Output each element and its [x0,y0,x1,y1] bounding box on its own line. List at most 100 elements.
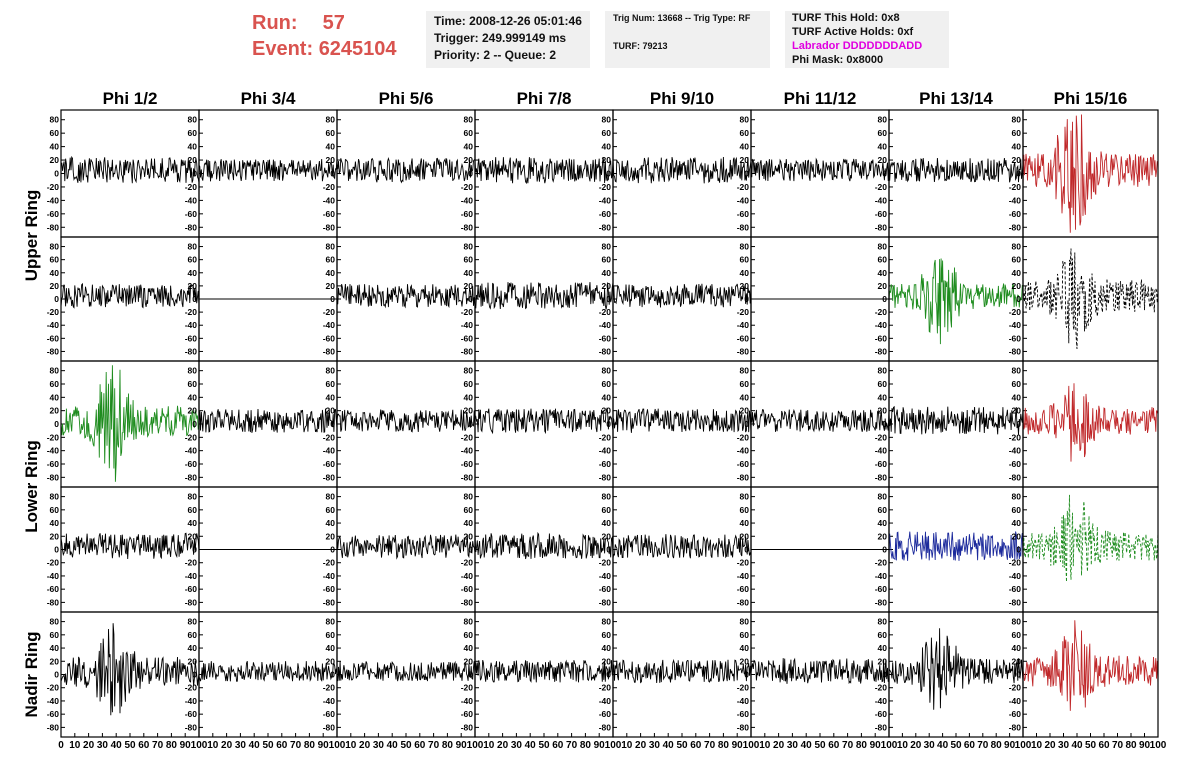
y-tick-label: -40 [875,571,888,581]
y-tick-label: -20 [323,182,336,192]
y-tick-label: -60 [323,333,336,343]
x-tick-label: 80 [856,740,868,751]
x-tick-label: 70 [704,740,716,751]
y-tick-label: 0 [468,169,473,179]
y-tick-label: 0 [192,545,197,555]
x-tick-label: 100 [1015,740,1032,751]
y-tick-label: 40 [740,142,750,152]
y-tick-label: 80 [602,617,612,627]
y-tick-label: 80 [1012,617,1022,627]
x-tick-label: 10 [1031,740,1043,751]
y-tick-label: 0 [54,169,59,179]
x-tick-label: 70 [977,740,989,751]
x-tick-label: 20 [359,740,371,751]
y-tick-label: -20 [1009,182,1022,192]
y-tick-label: 60 [878,505,888,515]
y-tick-label: 80 [50,617,60,627]
priority-text: Priority: 2 -- Queue: 2 [434,48,557,62]
y-tick-label: -80 [875,722,888,732]
y-tick-label: 60 [50,505,60,515]
y-tick-label: 40 [326,268,336,278]
y-tick-label: 80 [740,492,750,502]
y-tick-label: 60 [878,128,888,138]
x-tick-label: 40 [1071,740,1083,751]
y-tick-label: -20 [737,558,750,568]
y-tick-label: 0 [1016,169,1021,179]
waveform-r2-c8 [1022,248,1159,350]
waveform-r1-c7 [888,157,1024,183]
y-tick-label: -40 [47,696,60,706]
y-tick-label: 80 [326,242,336,252]
y-tick-label: -20 [185,432,198,442]
y-tick-label: -40 [185,696,198,706]
y-tick-label: -40 [461,446,474,456]
y-tick-label: -60 [461,459,474,469]
y-tick-label: 40 [464,392,474,402]
y-tick-label: 20 [740,656,750,666]
run-label: Run: [252,12,298,34]
y-tick-label: -40 [1009,446,1022,456]
x-tick-label: 80 [718,740,730,751]
y-tick-label: -60 [599,459,612,469]
x-tick-label: 10 [345,740,357,751]
y-tick-label: 20 [602,155,612,165]
y-tick-label: 40 [50,268,60,278]
y-tick-label: 80 [740,366,750,376]
y-tick-label: 60 [1012,630,1022,640]
y-tick-label: -80 [737,346,750,356]
y-tick-label: -80 [1009,722,1022,732]
x-tick-label: 80 [1125,740,1137,751]
x-tick-label: 20 [635,740,647,751]
cell-frame [1022,486,1159,613]
y-tick-label: 60 [326,630,336,640]
y-tick-label: -60 [1009,333,1022,343]
y-tick-label: 20 [188,155,198,165]
y-tick-label: 40 [188,392,198,402]
turf-text: TURF: 79213 [613,41,668,51]
y-tick-label: -20 [323,307,336,317]
y-tick-label: 20 [740,531,750,541]
y-tick-label: 0 [744,670,749,680]
y-tick-label: 80 [50,242,60,252]
y-tick-label: 80 [1012,492,1022,502]
y-tick-label: 40 [1012,142,1022,152]
phi-mask-text: Phi Mask: 0x8000 [792,54,884,66]
x-tick-label: 30 [235,740,247,751]
y-tick-label: -80 [1009,346,1022,356]
x-tick-label: 40 [111,740,123,751]
y-tick-label: -80 [323,346,336,356]
y-tick-label: 80 [1012,366,1022,376]
y-tick-label: -20 [1009,558,1022,568]
y-tick-label: -80 [323,222,336,232]
y-tick-label: 20 [464,155,474,165]
y-tick-label: 0 [192,670,197,680]
y-tick-label: 80 [602,492,612,502]
time-text: Time: 2008-12-26 05:01:46 [434,14,582,28]
y-tick-label: -80 [1009,597,1022,607]
y-tick-label: -20 [1009,307,1022,317]
y-tick-label: 40 [740,392,750,402]
y-tick-label: 0 [192,419,197,429]
cell-frame [888,236,1024,362]
y-tick-label: -60 [47,584,60,594]
y-tick-label: -80 [185,722,198,732]
y-tick-label: -60 [323,584,336,594]
y-tick-label: -40 [47,320,60,330]
y-tick-label: -20 [737,182,750,192]
turf-panel: TURF This Hold: 0x8 TURF Active Holds: 0… [785,11,949,68]
y-tick-label: 60 [878,630,888,640]
y-tick-label: 60 [464,630,474,640]
y-tick-label: 0 [330,294,335,304]
x-tick-label: 60 [138,740,150,751]
y-tick-label: 40 [602,142,612,152]
y-tick-label: -20 [185,683,198,693]
y-tick-label: 40 [50,643,60,653]
waveform-r3-c2 [198,408,338,433]
y-tick-label: 0 [54,545,59,555]
x-tick-label: 70 [152,740,164,751]
y-tick-label: 60 [464,128,474,138]
waveform-r3-c6 [750,408,890,433]
x-tick-label: 20 [83,740,95,751]
y-tick-label: 0 [882,169,887,179]
y-tick-label: -60 [1009,459,1022,469]
